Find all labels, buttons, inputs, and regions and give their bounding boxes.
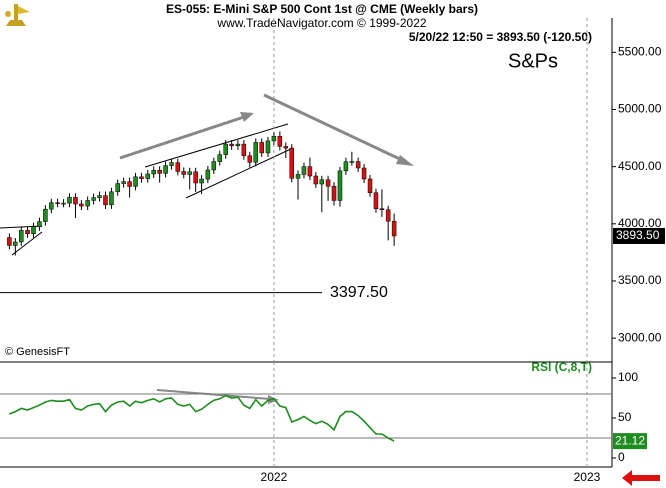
logo bbox=[5, 4, 30, 26]
y-tick-label: 5500.00 bbox=[618, 44, 662, 58]
candle-body bbox=[85, 200, 90, 207]
candle-body bbox=[313, 175, 319, 185]
candle-body bbox=[271, 135, 277, 142]
candle-body bbox=[121, 181, 126, 184]
candle-body bbox=[325, 179, 331, 187]
candle-body bbox=[379, 208, 385, 210]
candle-body bbox=[175, 162, 181, 172]
candle-body bbox=[337, 170, 343, 201]
candle-body bbox=[73, 197, 78, 205]
candle-body bbox=[277, 135, 283, 147]
chart-subtitle: www.TradeNavigator.com © 1999-2022 bbox=[216, 16, 426, 30]
quote: 5/20/22 12:50 = 3893.50 (-120.50) bbox=[409, 30, 592, 44]
candle-body bbox=[181, 171, 187, 175]
candle-body bbox=[145, 173, 151, 179]
candle-body bbox=[19, 230, 24, 243]
symbol-label: S&Ps bbox=[508, 50, 558, 72]
last-price-label: 3893.50 bbox=[616, 228, 660, 242]
candle-body bbox=[13, 241, 18, 246]
candle-body bbox=[367, 178, 373, 193]
candle-body bbox=[193, 171, 198, 184]
candle-body bbox=[91, 197, 96, 201]
candle-body bbox=[391, 220, 397, 237]
candle-body bbox=[79, 203, 84, 207]
candle-body bbox=[223, 143, 228, 155]
candle-body bbox=[355, 161, 361, 169]
candle-body bbox=[25, 230, 30, 234]
credit: © GenesisFT bbox=[5, 346, 70, 358]
candle-body bbox=[247, 155, 253, 163]
y-tick-label: 4500.00 bbox=[618, 159, 662, 173]
candle-body bbox=[241, 143, 247, 157]
candle-body bbox=[67, 197, 72, 204]
last-price-box bbox=[613, 227, 665, 244]
candle-body bbox=[61, 202, 66, 205]
candle-body bbox=[199, 178, 204, 184]
candle-body bbox=[349, 161, 355, 163]
candle-body bbox=[55, 202, 60, 204]
candle-body bbox=[307, 166, 313, 177]
y-tick-label: 4000.00 bbox=[618, 216, 662, 230]
candle-body bbox=[205, 169, 211, 180]
candle-body bbox=[253, 142, 259, 163]
last-value-box bbox=[613, 433, 647, 450]
chart-title: ES-055: E-Mini S&P 500 Cont 1st @ CME (W… bbox=[166, 2, 478, 16]
candle-body bbox=[229, 143, 234, 147]
scroll-arrow[interactable] bbox=[622, 470, 660, 486]
candle-body bbox=[133, 176, 138, 187]
candle-body bbox=[235, 143, 241, 147]
y-tick-label: 3500.00 bbox=[618, 273, 662, 287]
candle-body bbox=[283, 146, 289, 149]
candle-body bbox=[169, 162, 174, 166]
candle-body bbox=[139, 176, 144, 179]
candle-body bbox=[163, 165, 168, 174]
candle-body bbox=[289, 147, 295, 179]
y-tick-label: 5000.00 bbox=[618, 102, 662, 116]
candle-body bbox=[127, 181, 132, 187]
y-tick-label: 50 bbox=[618, 410, 632, 424]
candle-body bbox=[49, 202, 54, 210]
candle-body bbox=[31, 226, 36, 234]
candle-body bbox=[211, 161, 217, 171]
candle-body bbox=[103, 195, 108, 206]
candle-body bbox=[7, 237, 12, 246]
candle-body bbox=[217, 154, 223, 162]
x-tick-label: 2023 bbox=[574, 470, 601, 484]
candle-body bbox=[295, 174, 301, 179]
rsi-line bbox=[9, 394, 395, 442]
x-tick-label: 2022 bbox=[261, 470, 288, 484]
candle-body bbox=[331, 185, 337, 201]
candle-body bbox=[265, 140, 271, 154]
candle-body bbox=[373, 192, 379, 209]
candle-body bbox=[361, 167, 367, 180]
candle-body bbox=[187, 171, 192, 175]
candle-body bbox=[43, 208, 48, 222]
y-tick-label: 0 bbox=[618, 450, 625, 464]
arrows bbox=[119, 93, 414, 404]
candle-body bbox=[115, 183, 120, 193]
y-tick-label: 3000.00 bbox=[618, 330, 662, 344]
candle-body bbox=[97, 195, 102, 198]
candle-body bbox=[151, 170, 156, 175]
support-label: 3397.50 bbox=[330, 284, 388, 301]
candle-body bbox=[37, 221, 42, 228]
candle-body bbox=[157, 170, 162, 174]
candle-body bbox=[343, 161, 349, 172]
candle-body bbox=[301, 166, 307, 175]
candle-body bbox=[109, 191, 114, 206]
last-value-label: 21.12 bbox=[615, 433, 645, 447]
candle-body bbox=[385, 209, 391, 222]
candle-body bbox=[259, 142, 264, 154]
rsi-title: RSI (C,8,T) bbox=[531, 360, 592, 374]
candle-body bbox=[319, 179, 325, 185]
y-tick-label: 100 bbox=[618, 370, 638, 384]
